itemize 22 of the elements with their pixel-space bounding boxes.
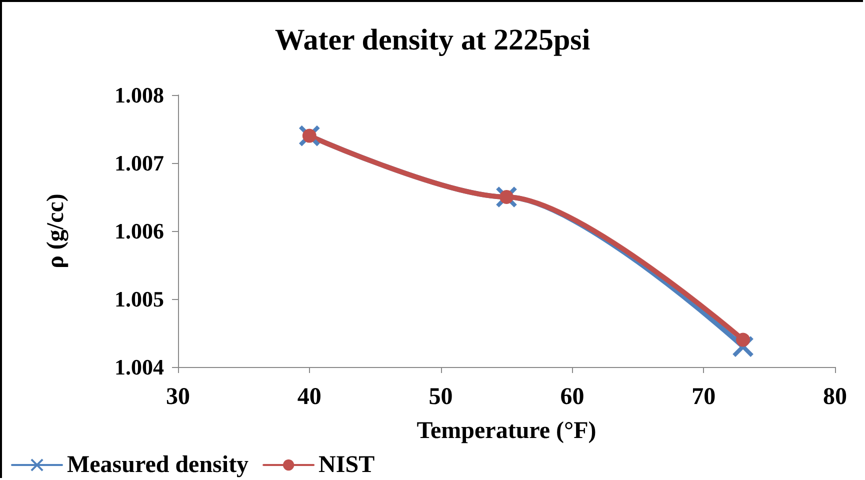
y-tick-label: 1.004 xyxy=(114,354,164,380)
x-tick-label: 30 xyxy=(166,384,190,410)
x-tick-label: 50 xyxy=(428,384,453,410)
point xyxy=(302,128,316,143)
y-tick-label: 1.008 xyxy=(114,82,164,108)
x-tick-label: 40 xyxy=(297,384,322,410)
x-tick-label: 60 xyxy=(560,384,584,410)
point xyxy=(496,186,518,208)
y-axis-title: ρ (g/cc) xyxy=(43,194,69,268)
legend-label: Measured density xyxy=(67,452,249,478)
x-tick-label: 80 xyxy=(823,384,847,410)
y-tick-label: 1.007 xyxy=(114,150,164,176)
y-tick-label: 1.005 xyxy=(114,286,164,312)
point xyxy=(736,332,750,347)
chart-title: Water density at 2225psi xyxy=(274,24,590,56)
y-tick-label: 1.006 xyxy=(114,218,164,244)
legend-label: NIST xyxy=(318,452,375,478)
x-axis-title: Temperature (°F) xyxy=(416,418,596,444)
point xyxy=(298,124,320,147)
point xyxy=(500,190,514,204)
x-tick-label: 70 xyxy=(692,384,716,410)
point xyxy=(732,336,754,358)
